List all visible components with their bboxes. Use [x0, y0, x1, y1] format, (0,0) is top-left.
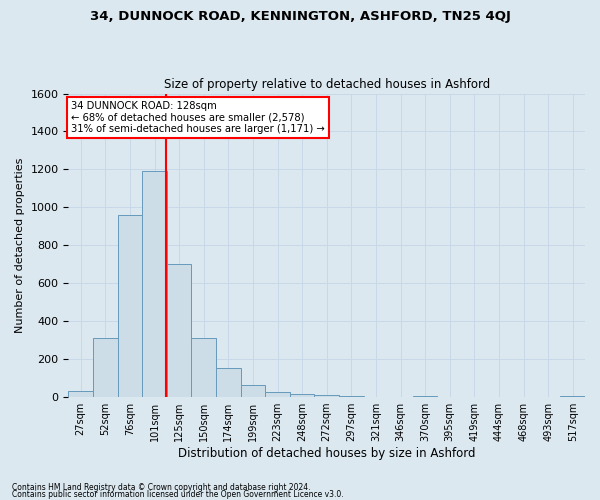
- Bar: [118, 215, 142, 397]
- Bar: [290, 394, 314, 397]
- Bar: [167, 264, 191, 397]
- Bar: [68, 392, 93, 397]
- Bar: [314, 395, 339, 397]
- Text: Contains HM Land Registry data © Crown copyright and database right 2024.: Contains HM Land Registry data © Crown c…: [12, 484, 311, 492]
- Bar: [93, 338, 118, 397]
- Bar: [339, 396, 364, 397]
- Bar: [265, 392, 290, 397]
- Bar: [142, 172, 167, 397]
- Text: Contains public sector information licensed under the Open Government Licence v3: Contains public sector information licen…: [12, 490, 344, 499]
- Text: 34 DUNNOCK ROAD: 128sqm
← 68% of detached houses are smaller (2,578)
31% of semi: 34 DUNNOCK ROAD: 128sqm ← 68% of detache…: [71, 101, 325, 134]
- Bar: [216, 368, 241, 397]
- Title: Size of property relative to detached houses in Ashford: Size of property relative to detached ho…: [164, 78, 490, 91]
- Bar: [241, 385, 265, 397]
- Y-axis label: Number of detached properties: Number of detached properties: [15, 158, 25, 333]
- Bar: [413, 396, 437, 397]
- Text: 34, DUNNOCK ROAD, KENNINGTON, ASHFORD, TN25 4QJ: 34, DUNNOCK ROAD, KENNINGTON, ASHFORD, T…: [89, 10, 511, 23]
- Bar: [560, 396, 585, 397]
- X-axis label: Distribution of detached houses by size in Ashford: Distribution of detached houses by size …: [178, 447, 475, 460]
- Bar: [191, 338, 216, 397]
